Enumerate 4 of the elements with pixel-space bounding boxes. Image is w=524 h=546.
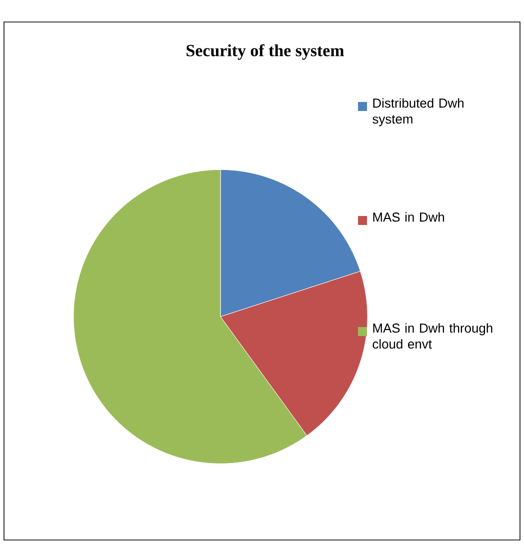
legend-label: MAS in Dwh bbox=[373, 212, 444, 222]
legend-label: Distributed Dwh system bbox=[372, 98, 464, 126]
chart-title: Security of the system bbox=[186, 44, 344, 60]
legend-label: MAS in Dwh through cloud envt bbox=[372, 323, 492, 349]
